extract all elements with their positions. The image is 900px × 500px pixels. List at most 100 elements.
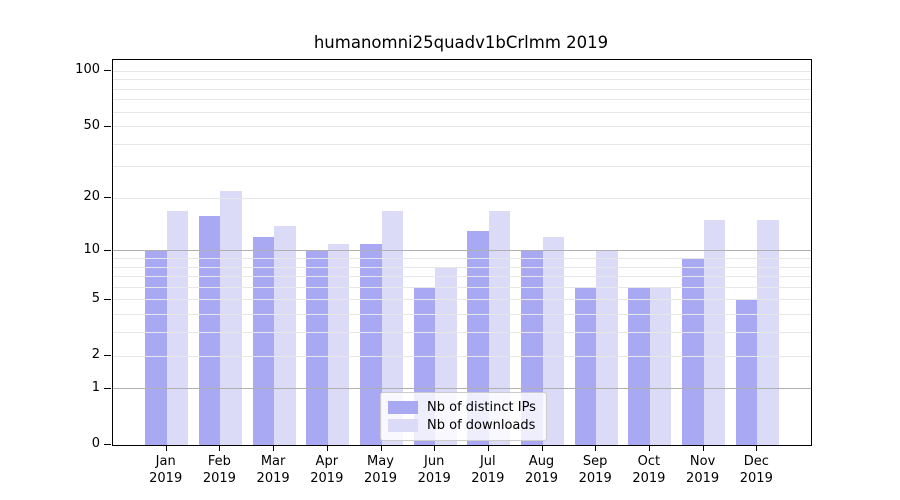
bar-downloads-aug [542,237,564,445]
x-tick-month: May [367,454,394,469]
bar-distinct-ips-feb [198,215,221,445]
x-tick-year: 2019 [524,471,559,486]
gridline-y-30 [113,166,811,168]
bar-downloads-mar [274,225,296,445]
x-tick-label-apr: Apr 2019 [287,453,367,487]
x-tick-year: 2019 [739,471,773,486]
bar-downloads-oct [649,287,672,445]
x-tick-mark-jul [487,445,489,451]
legend-swatch-distinct-ips [388,401,418,414]
y-tick-label-100: 100 [75,62,100,78]
x-tick-label-mar: Mar 2019 [233,453,313,487]
legend-label: Nb of downloads [427,418,536,433]
x-tick-year: 2019 [149,471,183,486]
bar-distinct-ips-may [360,243,382,445]
x-tick-mark-jun [434,445,436,451]
x-tick-month: Jun [424,454,445,469]
gridline-y-8 [113,266,811,268]
y-tick-label-1: 1 [91,379,100,395]
x-tick-year: 2019 [417,471,451,486]
x-tick-year: 2019 [202,471,236,486]
y-tick-label-5: 5 [91,290,100,306]
y-tick-mark-20 [104,197,111,199]
y-tick-label-10: 10 [83,241,100,257]
bar-downloads-jul [488,210,511,445]
bar-distinct-ips-jan [145,250,167,445]
gridline-y-40 [113,143,811,145]
bar-distinct-ips-apr [306,250,328,445]
x-tick-year: 2019 [256,471,290,486]
x-tick-month: Nov [689,454,716,469]
bar-distinct-ips-oct [628,287,650,445]
x-tick-mark-oct [648,445,650,451]
x-tick-label-sep: Sep 2019 [555,453,635,487]
x-tick-month: Oct [637,454,661,469]
x-tick-month: Sep [582,454,608,469]
gridline-y-100 [113,70,811,72]
bar-distinct-ips-sep [574,287,597,445]
gridline-y-7 [113,276,811,278]
x-tick-year: 2019 [471,471,505,486]
y-tick-mark-10 [104,249,111,251]
x-tick-month: Aug [528,454,555,469]
y-tick-mark-5 [104,298,111,300]
y-tick-mark-2 [104,355,111,356]
x-tick-label-jun: Jun 2019 [394,453,474,487]
x-tick-label-oct: Oct 2019 [609,453,689,487]
x-tick-label-may: May 2019 [341,453,421,487]
gridline-y-2 [113,355,811,357]
x-tick-month: Jan [155,454,176,469]
x-tick-year: 2019 [363,471,398,486]
x-tick-year: 2019 [310,471,344,486]
x-tick-year: 2019 [686,471,720,486]
legend-item-distinct-ips: Nb of distinct IPs [388,399,536,416]
x-tick-month: Feb [207,454,231,469]
bar-downloads-apr [327,243,350,445]
x-tick-mark-dec [756,445,758,451]
bar-downloads-sep [596,250,618,445]
y-tick-mark-0 [104,444,111,445]
y-tick-label-2: 2 [91,347,100,362]
bar-distinct-ips-nov [682,258,704,445]
chart-title: humanomni25quadv1bCrlmm 2019 [313,33,609,52]
x-tick-mark-aug [541,445,543,451]
bar-distinct-ips-jul [467,231,489,445]
gridline-y-20 [113,197,811,199]
x-tick-year: 2019 [578,471,612,486]
legend-swatch-downloads [388,419,418,432]
x-tick-mark-may [380,445,382,451]
x-tick-label-dec: Dec 2019 [716,453,796,487]
x-tick-mark-jan [165,445,167,451]
y-tick-label-50: 50 [83,117,100,133]
gridline-y-4 [113,314,811,316]
gridline-y-6 [113,286,811,288]
gridline-y-80 [113,88,811,90]
legend: Nb of distinct IPs Nb of downloads [380,392,547,441]
y-tick-mark-100 [104,70,111,72]
y-tick-label-20: 20 [83,189,100,205]
x-tick-month: Jul [479,454,496,469]
gridline-y-9 [113,258,811,259]
x-tick-label-feb: Feb 2019 [179,453,259,487]
y-tick-mark-1 [104,387,111,389]
x-tick-month: Apr [315,454,339,469]
bar-downloads-jan [166,210,189,445]
gridline-y-50 [113,126,811,128]
x-tick-label-nov: Nov 2019 [663,453,743,487]
x-tick-mark-sep [595,445,597,451]
x-tick-mark-mar [273,445,275,451]
x-tick-label-jan: Jan 2019 [126,453,206,487]
y-tick-label-0: 0 [91,436,100,451]
gridline-y-1 [113,388,811,390]
x-tick-mark-feb [219,445,221,451]
x-tick-year: 2019 [632,471,666,486]
legend-item-downloads: Nb of downloads [388,417,536,434]
x-tick-mark-apr [326,445,328,451]
x-tick-month: Mar [260,454,286,469]
bar-downloads-feb [220,191,242,445]
gridline-y-60 [113,111,811,113]
bar-distinct-ips-dec [735,299,758,445]
gridline-y-3 [113,332,811,334]
bar-distinct-ips-mar [252,237,275,445]
